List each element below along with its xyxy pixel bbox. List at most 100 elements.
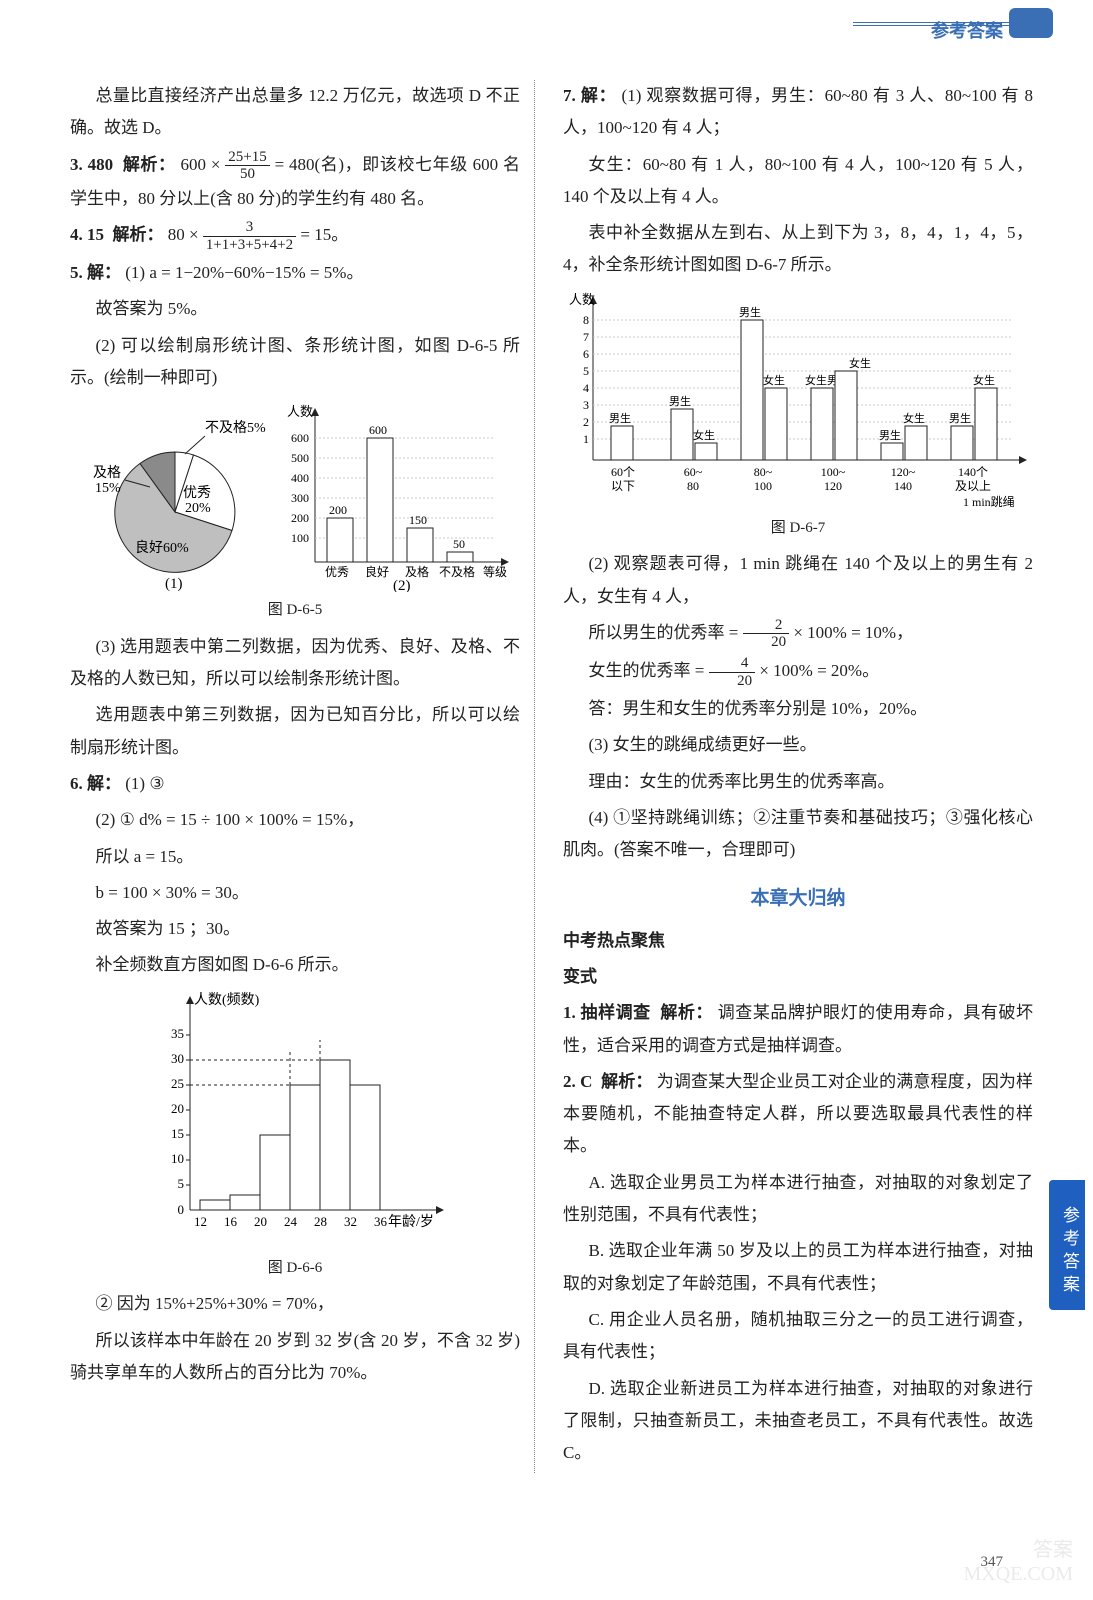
svg-text:1: 1	[583, 432, 589, 446]
svg-text:200: 200	[329, 503, 347, 517]
svg-text:人数: 人数	[569, 292, 595, 307]
sub1: 中考热点聚焦	[563, 925, 1033, 957]
q6-1: 6. 解： (1) ③	[70, 768, 520, 800]
q6-2f: ② 因为 15%+25%+30% = 70%，	[70, 1288, 520, 1320]
q3: 3. 480 解析： 600 × 25+15 50 = 480(名)，即该校七年…	[70, 149, 520, 215]
q7-2d: 答：男生和女生的优秀率分别是 10%，20%。	[563, 693, 1033, 725]
q7-2c: 女生的优秀率 = 4 20 × 100% = 20%。	[563, 655, 1033, 689]
histogram-d66: 人数(频数) 3530 2520 1510 50	[140, 990, 450, 1250]
svg-text:300: 300	[291, 491, 309, 505]
q7-4: (4) ①坚持跳绳训练；②注重节奏和基础技巧；③强化核心肌肉。(答案不唯一，合理…	[563, 802, 1033, 867]
svg-text:5: 5	[178, 1176, 185, 1191]
q6-2d: 故答案为 15 ；30。	[70, 913, 520, 945]
q7-1b: 女生：60~80 有 1 人，80~100 有 4 人，100~120 有 5 …	[563, 149, 1033, 214]
svg-text:600: 600	[369, 423, 387, 437]
q7-num: 7.	[563, 86, 576, 105]
q7-3: (3) 女生的跳绳成绩更好一些。	[563, 729, 1033, 761]
bar-chart-d65: 人数 600500 400300 200100 200 600 150 50 优…	[285, 402, 515, 592]
svg-text:2: 2	[583, 415, 589, 429]
r1: 1. 抽样调查 解析： 调查某品牌护眼灯的使用寿命，具有破坏性，适合采用的调查方…	[563, 997, 1033, 1062]
q7-2a: (2) 观察题表可得，1 min 跳绳在 140 个及以上的男生有 2 人，女生…	[563, 548, 1033, 613]
svg-text:不及格5%: 不及格5%	[205, 420, 266, 436]
watermark: 答案 MXQE.COM	[964, 1538, 1073, 1586]
q5-num: 5.	[70, 263, 83, 282]
q5-2: (2) 可以绘制扇形统计图、条形统计图，如图 D-6-5 所示。(绘制一种即可)	[70, 330, 520, 395]
fig67-label: 图 D-6-7	[563, 514, 1033, 543]
q7-1a: 7. 解： (1) 观察数据可得，男生：60~80 有 3 人、80~100 有…	[563, 80, 1033, 145]
fig66-label: 图 D-6-6	[70, 1254, 520, 1283]
pre-text: 总量比直接经济产出总量多 12.2 万亿元，故选项 D 不正确。故选 D。	[70, 80, 520, 145]
page-header: 参考答案	[931, 14, 1003, 48]
svg-text:15%: 15%	[95, 481, 121, 496]
q3-label: 解析：	[123, 155, 176, 174]
svg-text:3: 3	[583, 398, 589, 412]
q4-before: 80 ×	[168, 225, 199, 244]
svg-text:男生: 男生	[879, 428, 901, 442]
svg-text:120~: 120~	[891, 465, 916, 479]
svg-text:不及格: 不及格	[439, 564, 475, 579]
q4-after: = 15。	[300, 225, 348, 244]
svg-text:6: 6	[583, 347, 589, 361]
svg-text:男生: 男生	[609, 411, 631, 425]
q4: 4. 15 解析： 80 × 3 1+1+3+5+4+2 = 15。	[70, 219, 520, 253]
svg-text:120: 120	[824, 479, 842, 493]
svg-text:100: 100	[291, 531, 309, 545]
svg-text:优秀: 优秀	[325, 565, 349, 579]
q5-1b: 故答案为 5%。	[70, 293, 520, 325]
r2-b: B. 选取企业年满 50 岁及以上的员工为样本进行抽查，对抽取的对象划定了年龄范…	[563, 1235, 1033, 1300]
svg-text:4: 4	[583, 381, 589, 395]
svg-text:50: 50	[453, 537, 465, 551]
q3-num: 3.	[70, 155, 83, 174]
svg-text:男生: 男生	[669, 394, 691, 408]
svg-text:140个: 140个	[958, 465, 988, 479]
side-tab: 参考答案	[1049, 1180, 1085, 1310]
svg-text:20%: 20%	[185, 501, 211, 516]
q7-3b: 理由：女生的优秀率比男生的优秀率高。	[563, 766, 1033, 798]
content-columns: 总量比直接经济产出总量多 12.2 万亿元，故选项 D 不正确。故选 D。 3.…	[70, 80, 1033, 1473]
q4-num: 4.	[70, 225, 83, 244]
svg-text:12: 12	[194, 1214, 207, 1229]
fig-d65: 不及格5% 优秀 20% 良好60% 及格 15% (1) 人数 600500 …	[70, 402, 520, 592]
grouped-bar-d67: 人数 8 7 6 5 4 3 2 1 男生 男生 女生 男生	[563, 290, 1033, 510]
svg-text:100: 100	[754, 479, 772, 493]
svg-text:5: 5	[583, 364, 589, 378]
q6-2e: 补全频数直方图如图 D-6-6 所示。	[70, 949, 520, 981]
svg-text:80~: 80~	[754, 465, 773, 479]
q6-2g: 所以该样本中年龄在 20 岁到 32 岁(含 20 岁，不含 32 岁)骑共享单…	[70, 1325, 520, 1390]
fig65-label: 图 D-6-5	[70, 596, 520, 625]
svg-text:年龄/岁: 年龄/岁	[388, 1214, 434, 1230]
svg-text:0: 0	[178, 1202, 185, 1217]
svg-text:7: 7	[583, 330, 589, 344]
q3-frac: 25+15 50	[225, 149, 269, 183]
q6-num: 6.	[70, 774, 83, 793]
svg-text:女生: 女生	[693, 428, 715, 442]
svg-text:8: 8	[583, 313, 589, 327]
r2-c: C. 用企业人员名册，随机抽取三分之一的员工进行调查，具有代表性；	[563, 1304, 1033, 1369]
svg-text:女生: 女生	[903, 411, 925, 425]
q5-label: 解：	[87, 263, 121, 282]
svg-text:等级: 等级	[483, 565, 507, 579]
svg-text:100~: 100~	[821, 465, 846, 479]
q3-ans: 480	[88, 155, 114, 174]
svg-text:200: 200	[291, 511, 309, 525]
q6-2b: 所以 a = 15。	[70, 841, 520, 873]
svg-text:女生: 女生	[849, 356, 871, 370]
sub2: 变式	[563, 961, 1033, 993]
svg-text:良好: 良好	[365, 564, 389, 579]
svg-text:男生: 男生	[739, 305, 761, 319]
r2-d: D. 选取企业新进员工为样本进行抽查，对抽取的对象进行了限制，只抽查新员工，未抽…	[563, 1373, 1033, 1470]
q7-label: 解：	[581, 86, 617, 105]
q4-label: 解析：	[113, 225, 164, 244]
r2: 2. C 解析： 为调查某大型企业员工对企业的满意程度，因为样本要随机，不能抽查…	[563, 1066, 1033, 1163]
svg-text:女生: 女生	[973, 373, 995, 387]
svg-text:60~: 60~	[684, 465, 703, 479]
section-title: 本章大归纳	[563, 881, 1033, 917]
svg-text:32: 32	[344, 1214, 357, 1229]
q5-1: 5. 解： (1) a = 1−20%−60%−15% = 5%。	[70, 257, 520, 289]
svg-text:人数(频数): 人数(频数)	[194, 992, 260, 1008]
svg-text:15: 15	[171, 1126, 184, 1141]
fig-d67: 人数 8 7 6 5 4 3 2 1 男生 男生 女生 男生	[563, 290, 1033, 510]
svg-text:以下: 以下	[611, 479, 635, 493]
svg-text:35: 35	[171, 1026, 184, 1041]
r2-a: A. 选取企业男员工为样本进行抽查，对抽取的对象划定了性别范围，不具有代表性；	[563, 1167, 1033, 1232]
